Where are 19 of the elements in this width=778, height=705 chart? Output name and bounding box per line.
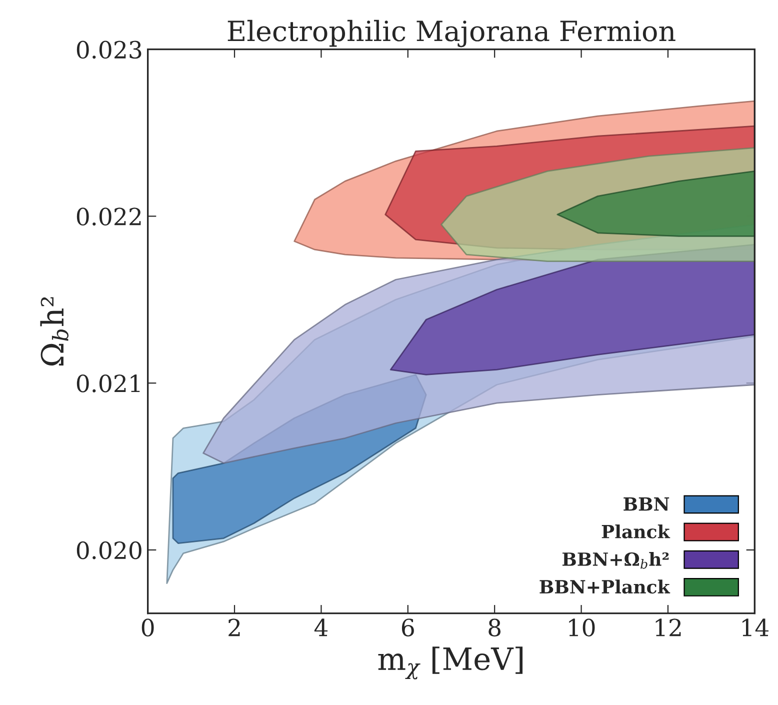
legend-label: BBN+Planck (540, 580, 670, 594)
x-tick-label: 2 (228, 618, 240, 636)
x-tick-label: 0 (142, 618, 154, 636)
x-axis-title: m$_{χ}$ [MeV] (378, 646, 523, 680)
chart-title: Electrophilic Majorana Fermion (228, 20, 676, 48)
x-tick-label: 10 (569, 618, 595, 636)
x-tick-label: 14 (742, 618, 768, 636)
x-tick-label: 12 (656, 618, 681, 636)
legend-label: BBN+Ω$_{b}$h² (562, 552, 669, 569)
y-axis-title: Ω$_{b}$h² (40, 297, 69, 366)
x-tick-label: 4 (314, 618, 328, 636)
legend-label: Planck (602, 524, 670, 538)
y-tick-label: 0.020 (76, 541, 142, 560)
legend-label: BBN (624, 497, 670, 511)
y-tick-label: 0.023 (76, 40, 142, 59)
y-tick-label: 0.021 (76, 374, 140, 392)
y-tick-label: 0.022 (76, 208, 141, 226)
x-tick-label: 6 (402, 618, 414, 636)
x-tick-label: 8 (488, 618, 501, 636)
